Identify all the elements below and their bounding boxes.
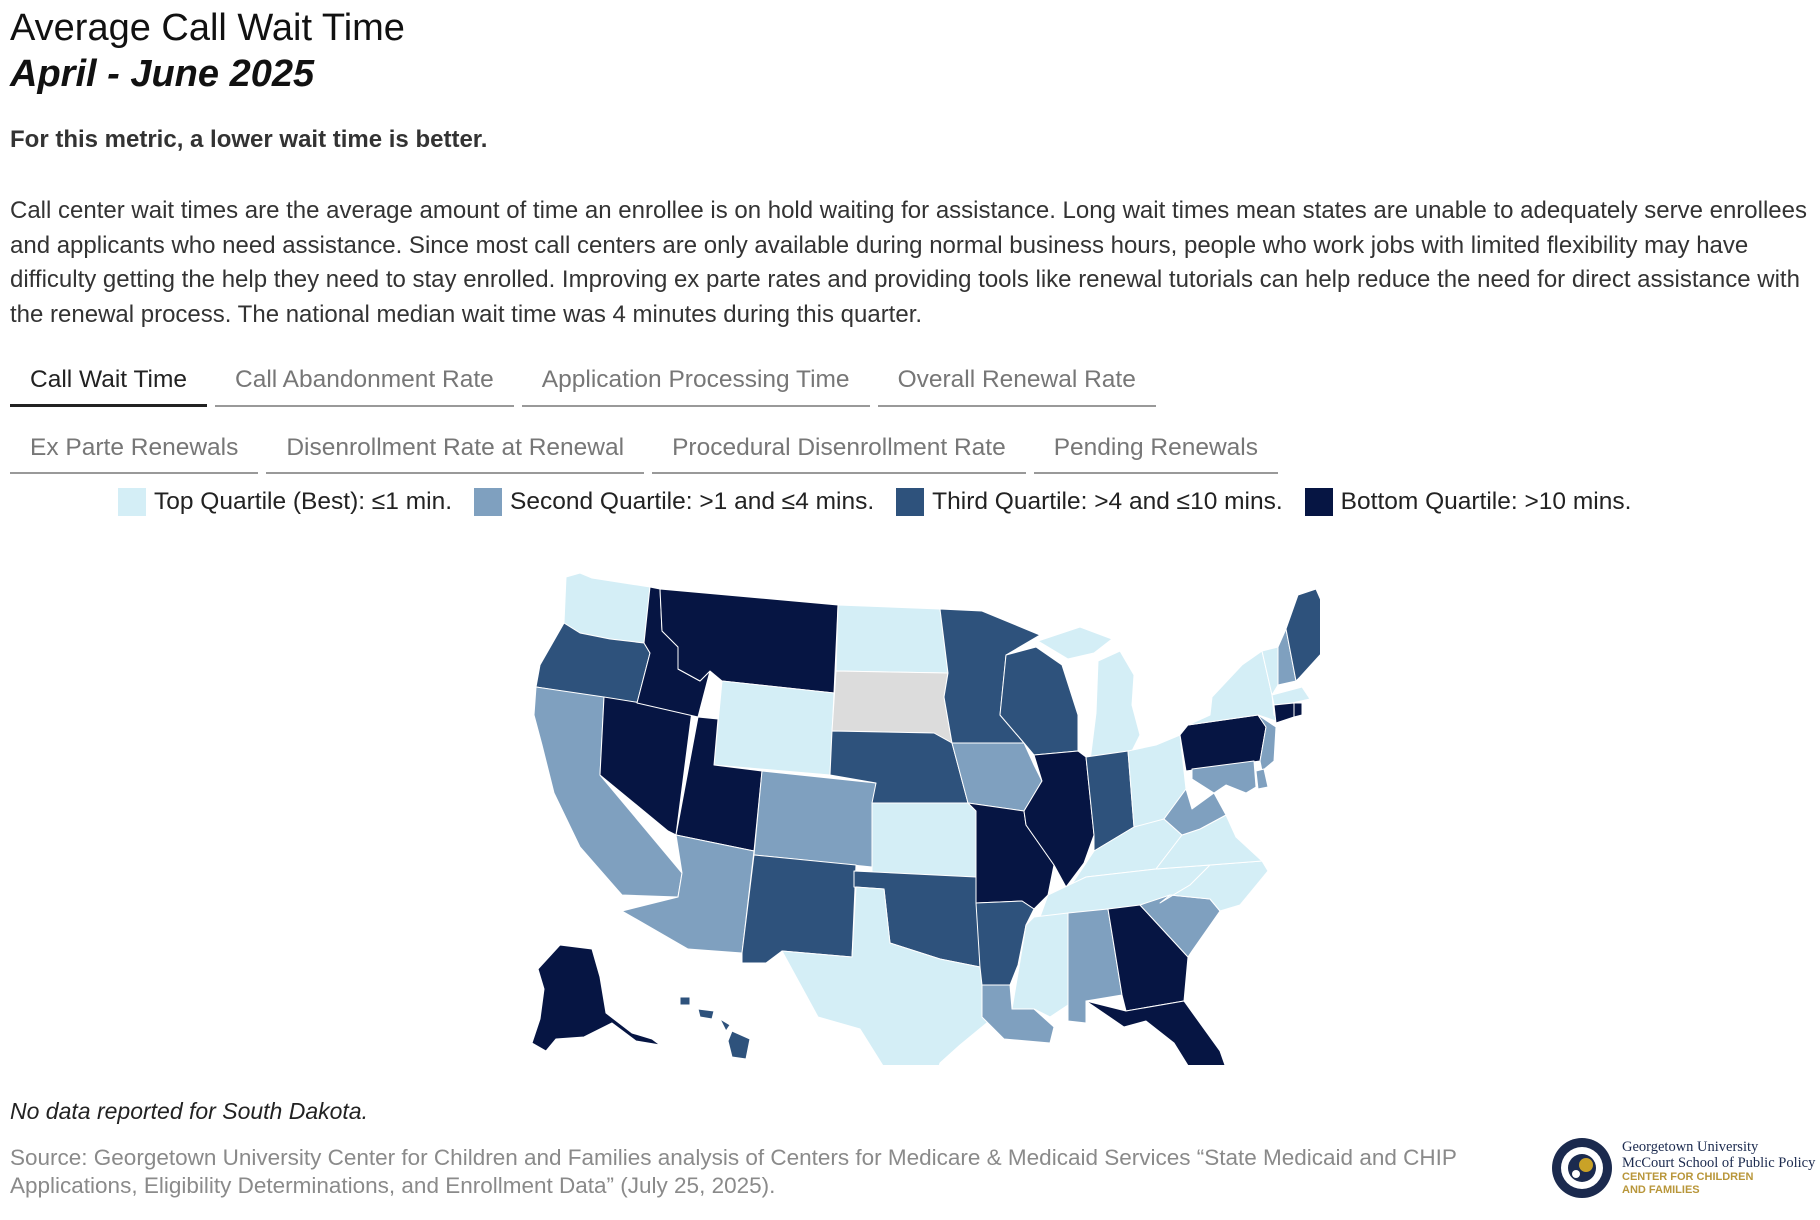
- state-wv[interactable]: [1163, 788, 1227, 836]
- legend-swatch: [896, 488, 925, 516]
- state-nd[interactable]: [835, 604, 949, 674]
- source-note: Source: Georgetown University Center for…: [10, 1145, 1457, 1198]
- legend-label: Bottom Quartile: >10 mins.: [1340, 488, 1632, 515]
- tab-disenrollment-rate-at-renewal[interactable]: Disenrollment Rate at Renewal: [266, 428, 645, 474]
- tab-pending-renewals[interactable]: Pending Renewals: [1033, 428, 1279, 474]
- tab-procedural-disenrollment-rate[interactable]: Procedural Disenrollment Rate: [652, 428, 1026, 474]
- legend-label: Second Quartile: >1 and ≤4 mins.: [510, 488, 875, 515]
- state-mt[interactable]: [659, 588, 839, 694]
- state-ak[interactable]: [531, 944, 661, 1052]
- state-md[interactable]: [1191, 760, 1257, 794]
- state-nm[interactable]: [741, 854, 857, 964]
- tab-call-wait-time[interactable]: Call Wait Time: [10, 360, 208, 407]
- legend-item-third-quartile: Third Quartile: >4 and ≤10 mins.: [896, 488, 1283, 516]
- state-wy[interactable]: [713, 680, 835, 776]
- state-me[interactable]: [1285, 588, 1320, 682]
- logo-line-1: Georgetown University: [1622, 1139, 1759, 1155]
- metric-description: Call center wait times are the average a…: [10, 197, 1807, 328]
- tab-overall-renewal-rate[interactable]: Overall Renewal Rate: [877, 360, 1156, 407]
- state-tx[interactable]: [781, 886, 995, 1065]
- tab-call-abandonment-rate[interactable]: Call Abandonment Rate: [215, 360, 514, 407]
- tab-application-processing-time[interactable]: Application Processing Time: [521, 360, 870, 407]
- logo-text: Georgetown University McCourt School of …: [1622, 1139, 1815, 1197]
- state-la[interactable]: [981, 984, 1055, 1044]
- state-nc[interactable]: [1159, 860, 1269, 912]
- legend-label: Top Quartile (Best): ≤1 min.: [154, 488, 453, 515]
- legend-item-second-quartile: Second Quartile: >1 and ≤4 mins.: [474, 488, 874, 516]
- legend-item-bottom-quartile: Bottom Quartile: >10 mins.: [1304, 488, 1632, 516]
- logo-line-3: CENTER FOR CHILDREN: [1622, 1171, 1754, 1183]
- state-ri[interactable]: [1293, 702, 1303, 718]
- tab-ex-parte-renewals[interactable]: Ex Parte Renewals: [10, 428, 259, 474]
- state-de[interactable]: [1255, 768, 1269, 790]
- legend-swatch: [118, 488, 146, 516]
- legend-label: Third Quartile: >4 and ≤10 mins.: [932, 488, 1283, 515]
- state-ma[interactable]: [1271, 686, 1311, 706]
- logo-line-2: McCourt School of Public Policy: [1622, 1155, 1816, 1171]
- us-choropleth-map: [531, 572, 1320, 1065]
- state-co[interactable]: [753, 770, 877, 868]
- state-ct[interactable]: [1273, 702, 1295, 724]
- state-mi[interactable]: [1037, 626, 1141, 762]
- logo-line-4: AND FAMILIES: [1622, 1184, 1700, 1196]
- legend-swatch: [474, 488, 503, 516]
- legend-item-top-quartile: Top Quartile (Best): ≤1 min.: [118, 488, 452, 516]
- georgetown-logo: Georgetown University McCourt School of …: [1550, 1136, 1815, 1200]
- metric-tabs-row-2: Ex Parte Renewals Disenrollment Rate at …: [10, 428, 1279, 474]
- metric-tabs-row-1: Call Wait Time Call Abandonment Rate App…: [10, 360, 1156, 407]
- legend-swatch: [1304, 488, 1333, 516]
- map-subtitle: April - June 2025: [10, 53, 315, 95]
- state-fl[interactable]: [1085, 1000, 1232, 1065]
- map-legend: Top Quartile (Best): ≤1 min. Second Quar…: [118, 488, 1631, 516]
- no-data-note: No data reported for South Dakota.: [10, 1098, 368, 1124]
- state-hi[interactable]: [679, 996, 751, 1060]
- logo-emblem-icon: [1552, 1138, 1612, 1198]
- map-title: Average Call Wait Time: [10, 7, 405, 49]
- state-ks[interactable]: [871, 802, 977, 884]
- state-ar[interactable]: [975, 900, 1035, 986]
- metric-note: For this metric, a lower wait time is be…: [10, 126, 488, 153]
